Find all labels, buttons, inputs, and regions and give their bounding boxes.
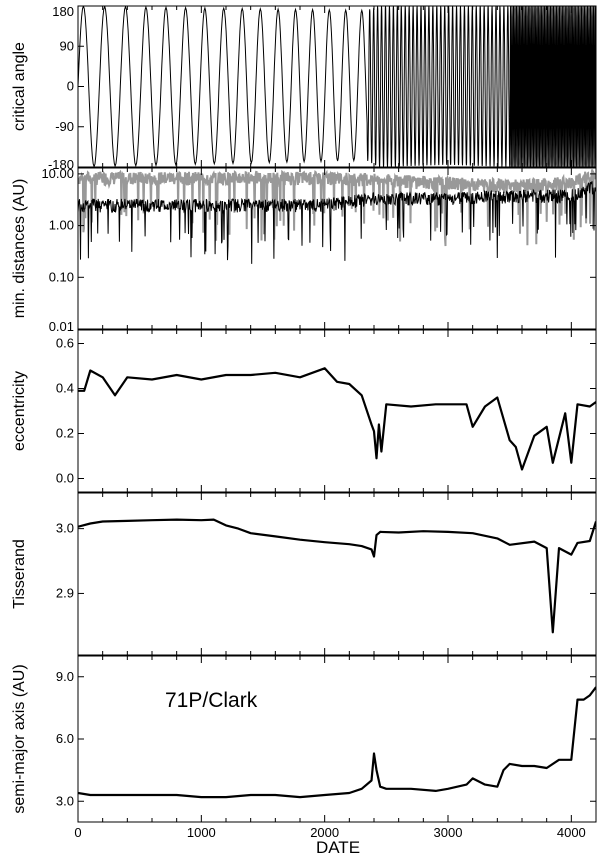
panel-3: 0.6 0.4 0.2 0.0 eccentricity bbox=[11, 329, 597, 493]
y-tick-label-2-1: 1.00 bbox=[49, 218, 74, 233]
y-tick-label-1-2: 0 bbox=[67, 79, 74, 94]
y-tick-label-3-2: 0.2 bbox=[56, 426, 74, 441]
y-tick-label-2-0: 10.00 bbox=[41, 166, 74, 181]
y-tick-label-3-1: 0.4 bbox=[56, 381, 74, 396]
plot-area-5 bbox=[78, 686, 596, 799]
y-axis-label-4: Tisserand bbox=[11, 539, 28, 609]
panel-1: 180 90 0 -90 -180 critical angle bbox=[11, 4, 597, 172]
x-tick-label-4: 4000 bbox=[557, 825, 586, 840]
series-line-4-1 bbox=[78, 518, 596, 634]
y-tick-label-1-0: 180 bbox=[52, 4, 74, 19]
y-tick-label-4-0: 3.0 bbox=[56, 521, 74, 536]
panel-frame-5 bbox=[77, 655, 597, 823]
panel-5: 9.0 6.0 3.0 semi-major axis (AU) 0 1000 2000 30… bbox=[11, 655, 597, 840]
y-tick-label-2-2: 0.10 bbox=[49, 269, 74, 284]
y-axis-label-3: eccentricity bbox=[11, 371, 28, 451]
plot-area-4 bbox=[78, 518, 596, 634]
plot-area-1 bbox=[78, 6, 596, 167]
y-tick-label-2-3: 0.01 bbox=[49, 319, 74, 334]
panel-4: 3.0 2.9 Tisserand bbox=[11, 492, 597, 656]
y-tick-label-1-1: 90 bbox=[60, 38, 74, 53]
x-axis-label: DATE bbox=[316, 838, 360, 857]
series-line-1-1 bbox=[78, 6, 596, 167]
y-tick-label-5-1: 6.0 bbox=[56, 731, 74, 746]
x-tick-label-2: 2000 bbox=[310, 825, 339, 840]
x-tick-label-3: 3000 bbox=[434, 825, 463, 840]
y-tick-label-4-1: 2.9 bbox=[56, 585, 74, 600]
y-tick-label-3-0: 0.6 bbox=[56, 336, 74, 351]
plot-area-3 bbox=[78, 367, 596, 471]
y-axis-label-5: semi-major axis (AU) bbox=[11, 664, 28, 813]
y-tick-label-3-3: 0.0 bbox=[56, 471, 74, 486]
annotation-71p-clark: 71P/Clark bbox=[165, 689, 258, 712]
y-tick-label-5-2: 3.0 bbox=[56, 793, 74, 808]
y-tick-label-1-3: -90 bbox=[55, 119, 74, 134]
series-line-2-2 bbox=[78, 181, 596, 264]
panel-frame-2 bbox=[77, 167, 597, 330]
panel-frame-3 bbox=[77, 329, 597, 493]
series-line-5-1 bbox=[78, 686, 596, 799]
x-tick-label-0: 0 bbox=[74, 825, 81, 840]
y-tick-label-1-4: -180 bbox=[48, 157, 74, 172]
x-tick-label-1: 1000 bbox=[187, 825, 216, 840]
y-axis-label-1: critical angle bbox=[11, 42, 28, 131]
panel-2: 10.00 1.00 0.10 0.01 min. distances (AU) bbox=[11, 166, 597, 334]
y-axis-label-2: min. distances (AU) bbox=[11, 179, 28, 319]
series-line-2-1 bbox=[78, 169, 596, 247]
panel-frame-4 bbox=[77, 492, 597, 656]
y-tick-label-5-0: 9.0 bbox=[56, 669, 74, 684]
series-line-3-1 bbox=[78, 367, 596, 471]
plot-area-2 bbox=[78, 169, 596, 264]
